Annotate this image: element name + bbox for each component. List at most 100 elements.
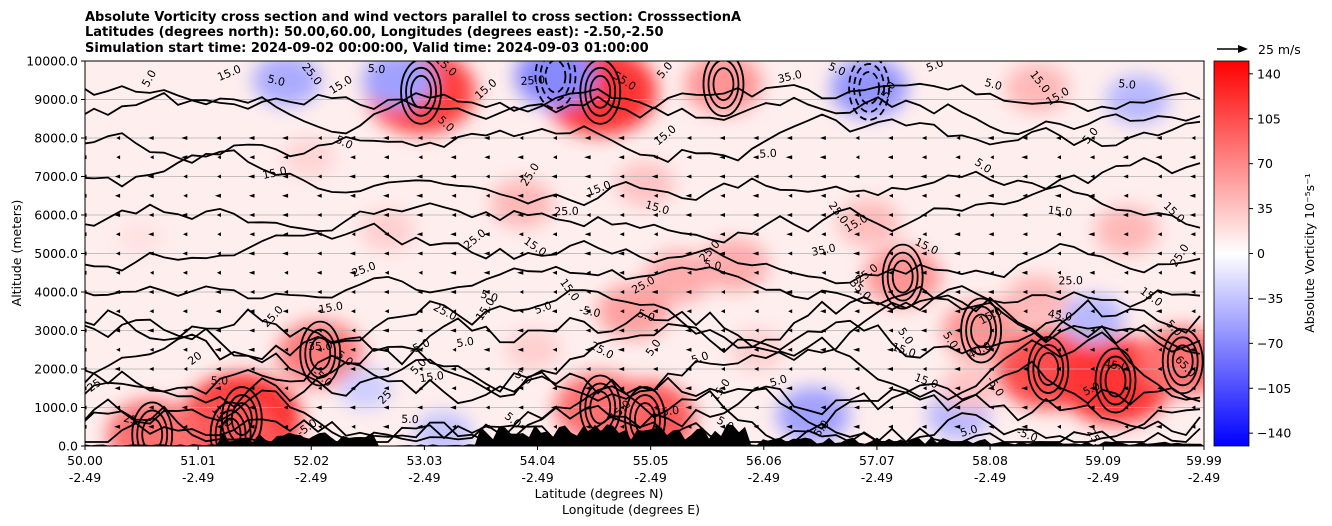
wind-vector-337 bbox=[1121, 251, 1129, 256]
wind-vector-76 bbox=[350, 386, 356, 391]
contour-label-70: 45.0 bbox=[1103, 357, 1129, 374]
wind-vector-497 bbox=[785, 155, 793, 160]
wind-vector-458 bbox=[619, 174, 625, 179]
colorbar-tick-label-6: −70 bbox=[1257, 336, 1283, 351]
wind-vector-137 bbox=[116, 347, 121, 352]
contour-label-15: 5.0 bbox=[983, 76, 1003, 93]
vorticity-patch-19 bbox=[1137, 326, 1204, 397]
x-tick-lon-2: -2.49 bbox=[295, 470, 327, 485]
wind-vector-201 bbox=[1122, 328, 1129, 333]
wind-vector-506 bbox=[1089, 155, 1095, 160]
wind-vector-220 bbox=[620, 309, 625, 314]
wind-vector-197 bbox=[990, 328, 994, 333]
wind-vector-116 bbox=[553, 367, 557, 371]
wind-vector-60 bbox=[953, 405, 961, 410]
title-line-2: Latitudes (degrees north): 50.00,60.00, … bbox=[85, 25, 664, 40]
wind-vector-191 bbox=[788, 328, 793, 333]
contour-line-11 bbox=[85, 360, 1201, 430]
wind-vector-540 bbox=[1090, 136, 1095, 140]
wind-vector-160 bbox=[886, 347, 893, 352]
wind-vector-20 bbox=[753, 424, 759, 429]
wind-vector-141 bbox=[248, 347, 255, 352]
wind-vector-277 bbox=[248, 270, 255, 275]
vorticity-field bbox=[106, 61, 1204, 446]
wind-vector-221 bbox=[652, 309, 658, 314]
wind-vector-248 bbox=[417, 290, 423, 294]
wind-vector-476 bbox=[85, 155, 87, 160]
wind-vector-330 bbox=[888, 251, 893, 256]
wind-vector-454 bbox=[485, 174, 490, 179]
wind-vector-516 bbox=[281, 136, 289, 140]
vorticity-patch-35 bbox=[505, 328, 561, 371]
contour-label-21: 5.0 bbox=[759, 147, 777, 161]
wind-vector-296 bbox=[887, 270, 893, 275]
wind-vector-271 bbox=[1190, 290, 1196, 294]
wind-vector-37 bbox=[181, 405, 188, 410]
contour-line-2 bbox=[85, 113, 1201, 164]
wind-vector-505 bbox=[1057, 155, 1061, 160]
wind-vector-4 bbox=[217, 424, 221, 429]
wind-vector-353 bbox=[518, 232, 524, 237]
wind-vector-361 bbox=[786, 232, 793, 237]
wind-vector-520 bbox=[417, 136, 423, 140]
wind-vector-460 bbox=[686, 174, 692, 179]
wind-vector-142 bbox=[284, 347, 289, 352]
wind-vector-348 bbox=[351, 232, 356, 237]
wind-vector-280 bbox=[349, 270, 356, 275]
wind-vector-475 bbox=[1190, 174, 1196, 179]
wind-vector-138 bbox=[149, 347, 154, 352]
contour-label-63: 5.0 bbox=[456, 335, 475, 351]
wind-vector-466 bbox=[888, 174, 893, 179]
wind-vector-106 bbox=[215, 367, 221, 371]
wind-vector-210 bbox=[282, 309, 289, 314]
wind-vector-123 bbox=[788, 367, 793, 371]
wind-vector-360 bbox=[753, 232, 759, 237]
wind-vector-237 bbox=[1191, 309, 1196, 314]
wind-vector-269 bbox=[1123, 290, 1129, 294]
contour-label-44: 5.0 bbox=[703, 258, 722, 273]
wind-vector-495 bbox=[719, 155, 725, 160]
wind-vector-447 bbox=[248, 174, 255, 179]
wind-vector-488 bbox=[484, 155, 490, 160]
wind-vector-382 bbox=[351, 213, 356, 217]
wind-vector-2 bbox=[148, 424, 154, 429]
wind-vector-166 bbox=[1089, 347, 1095, 352]
wind-vector-482 bbox=[283, 155, 289, 160]
wind-vector-120 bbox=[685, 367, 692, 371]
contour-label-79: 5.0 bbox=[768, 372, 789, 390]
wind-vector-192 bbox=[821, 328, 826, 333]
wind-vector-92 bbox=[888, 386, 893, 391]
wind-vector-393 bbox=[719, 213, 725, 217]
wind-vector-112 bbox=[419, 367, 423, 371]
wind-vector-233 bbox=[1056, 309, 1061, 314]
wind-vector-507 bbox=[1122, 155, 1129, 160]
colorbar: 140 105 70 35 0 −35 −70 −105 −140 Absolute Vorti… bbox=[1213, 60, 1317, 447]
wind-vector-43 bbox=[383, 405, 389, 410]
wind-vector-386 bbox=[485, 213, 490, 217]
wind-vector-49 bbox=[584, 405, 591, 410]
wind-vector-436 bbox=[1022, 193, 1028, 198]
wind-vector-133 bbox=[1122, 367, 1129, 371]
wind-vector-100 bbox=[1157, 386, 1162, 391]
wind-vector-40 bbox=[283, 405, 289, 410]
wind-vector-364 bbox=[889, 232, 893, 237]
wind-vector-130 bbox=[1023, 367, 1028, 371]
wind-vector-359 bbox=[719, 232, 725, 237]
wind-vector-282 bbox=[418, 270, 423, 275]
wind-vector-9 bbox=[382, 424, 389, 429]
wind-vector-115 bbox=[517, 367, 524, 371]
y-tick-label-2: 2000.0 bbox=[34, 362, 78, 377]
wind-vector-274 bbox=[150, 270, 154, 275]
x-tick-lon-9: -2.49 bbox=[1087, 470, 1119, 485]
wind-vector-332 bbox=[953, 251, 961, 256]
wind-vector-395 bbox=[786, 213, 793, 217]
contour-line-4 bbox=[85, 184, 1201, 244]
wind-vector-85 bbox=[654, 386, 658, 391]
wind-vector-502 bbox=[955, 155, 961, 160]
wind-vector-202 bbox=[1157, 328, 1162, 333]
x-tick-lon-0: -2.49 bbox=[69, 470, 101, 485]
wind-vector-307 bbox=[115, 251, 121, 256]
x-tick-lon-5: -2.49 bbox=[634, 470, 666, 485]
x-axis-label-lat: Latitude (degrees N) bbox=[535, 486, 664, 501]
wind-vector-273 bbox=[115, 270, 121, 275]
